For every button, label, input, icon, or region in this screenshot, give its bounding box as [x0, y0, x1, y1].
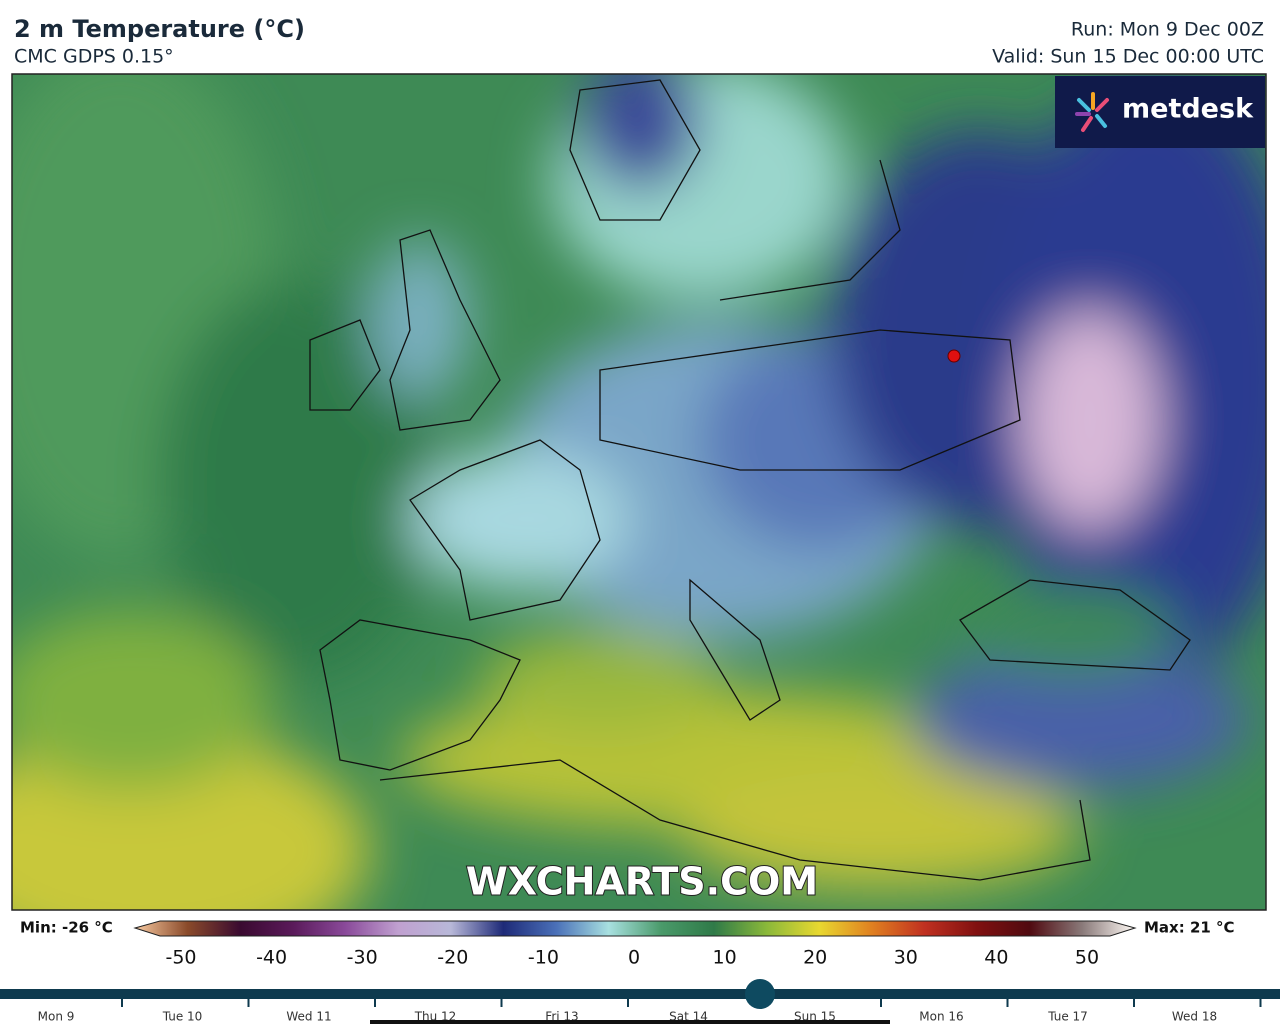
timeline-day[interactable]: Tue 10 [162, 1010, 203, 1024]
timeline-day[interactable]: Mon 9 [38, 1010, 75, 1024]
colorbar-tick-label: -10 [528, 947, 559, 969]
logo-box [1055, 76, 1265, 148]
timeline-day[interactable]: Wed 18 [1172, 1010, 1217, 1024]
colorbar-tick-label: -50 [165, 947, 196, 969]
colorbar-tick-label: 50 [1075, 947, 1099, 969]
valid-time: Valid: Sun 15 Dec 00:00 UTC [992, 46, 1264, 68]
logo-text: metdesk [1122, 94, 1254, 125]
colorbar-tick-label: 10 [713, 947, 737, 969]
colorbar-tick-label: 30 [894, 947, 918, 969]
timeline-day[interactable]: Tue 17 [1047, 1010, 1088, 1024]
watermark: WXCHARTS.COM [466, 860, 818, 904]
colorbar-tick-label: 40 [984, 947, 1008, 969]
colorbar-tick-label: -40 [256, 947, 287, 969]
timeline-day[interactable]: Wed 11 [286, 1010, 331, 1024]
model-name: CMC GDPS 0.15° [14, 46, 174, 68]
colorbar [133, 920, 1137, 937]
min-value: Min: -26 °C [20, 919, 113, 937]
timeline-slider[interactable] [745, 979, 775, 1009]
max-value: Max: 21 °C [1144, 919, 1235, 937]
colorbar-tick-label: -20 [437, 947, 468, 969]
colorbar-tick-label: -30 [347, 947, 378, 969]
map-title: 2 m Temperature (°C) [14, 15, 305, 43]
timeline-track [0, 989, 1280, 999]
run-time: Run: Mon 9 Dec 00Z [1071, 19, 1264, 41]
timeline-day[interactable]: Mon 16 [919, 1010, 963, 1024]
temperature-map: metdesk WXCHARTS.COM [12, 74, 1266, 910]
colorbar-tick-label: 0 [628, 947, 640, 969]
colorbar-tick-label: 20 [803, 947, 827, 969]
